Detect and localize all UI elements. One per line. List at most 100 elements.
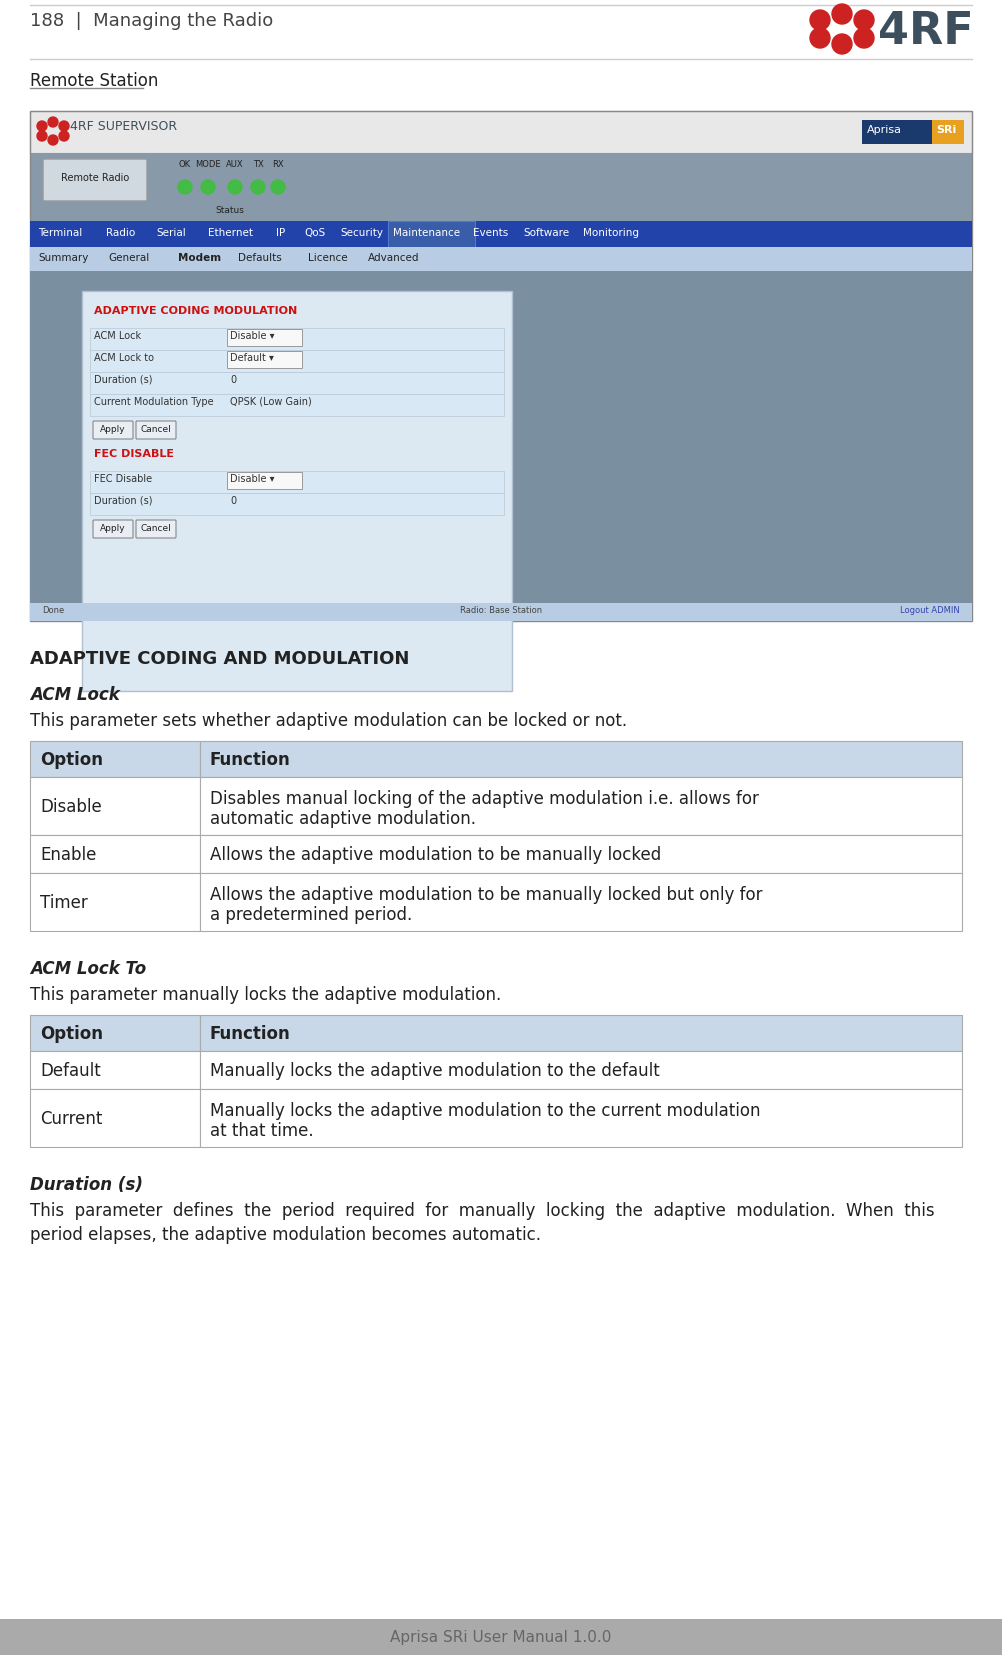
Bar (0, 1619, 1002, 1655)
Text: Duration (s): Duration (s) (94, 374, 152, 384)
Bar (30, 248, 972, 271)
Text: Aprisa: Aprisa (867, 124, 902, 136)
Text: This parameter manually locks the adaptive modulation.: This parameter manually locks the adapti… (30, 985, 501, 1003)
Text: Current: Current (40, 1109, 102, 1127)
Bar (30, 113, 972, 154)
Bar (932, 121, 964, 146)
FancyBboxPatch shape (136, 521, 176, 538)
Text: Disable ▾: Disable ▾ (230, 473, 275, 483)
Text: 4RF SUPERVISOR: 4RF SUPERVISOR (70, 119, 177, 132)
Bar (200, 874, 962, 932)
Bar (30, 778, 200, 836)
Text: General: General (108, 253, 149, 263)
Text: Current Modulation Type: Current Modulation Type (94, 397, 213, 407)
Text: Summary: Summary (38, 253, 88, 263)
Text: Manually locks the adaptive modulation to the default: Manually locks the adaptive modulation t… (210, 1061, 659, 1079)
Circle shape (832, 5, 852, 25)
Text: ADAPTIVE CODING MODULATION: ADAPTIVE CODING MODULATION (94, 306, 298, 316)
Text: RX: RX (273, 161, 284, 169)
Text: Software: Software (523, 228, 569, 238)
Bar (30, 1089, 200, 1147)
Text: ACM Lock to: ACM Lock to (94, 353, 154, 362)
Bar (90, 351, 504, 372)
Bar (30, 604, 972, 622)
Text: Ethernet: Ethernet (208, 228, 253, 238)
Text: Terminal: Terminal (38, 228, 82, 238)
Text: Option: Option (40, 751, 103, 768)
Text: Manually locks the adaptive modulation to the current modulation: Manually locks the adaptive modulation t… (210, 1101, 761, 1119)
Text: IP: IP (276, 228, 286, 238)
Text: Serial: Serial (156, 228, 185, 238)
Text: OK: OK (179, 161, 191, 169)
Text: MODE: MODE (195, 161, 220, 169)
Text: Duration (s): Duration (s) (30, 1175, 143, 1193)
Bar (30, 741, 200, 778)
Bar (30, 154, 972, 222)
Text: ACM Lock To: ACM Lock To (30, 960, 146, 978)
Text: Cancel: Cancel (140, 425, 171, 434)
Text: Timer: Timer (40, 894, 88, 912)
Text: ADAPTIVE CODING AND MODULATION: ADAPTIVE CODING AND MODULATION (30, 650, 410, 667)
Text: Defaults: Defaults (238, 253, 282, 263)
Text: QoS: QoS (304, 228, 326, 238)
Bar (200, 1016, 962, 1051)
Text: Done: Done (42, 606, 64, 614)
Bar (388, 222, 475, 248)
Text: Remote Station: Remote Station (30, 71, 158, 89)
Bar (227, 473, 302, 490)
FancyBboxPatch shape (93, 422, 133, 440)
Bar (200, 778, 962, 836)
Text: Disable: Disable (40, 798, 102, 816)
Text: QPSK (Low Gain): QPSK (Low Gain) (230, 397, 312, 407)
Bar (227, 329, 302, 348)
Bar (90, 396, 504, 417)
Text: This parameter sets whether adaptive modulation can be locked or not.: This parameter sets whether adaptive mod… (30, 712, 627, 730)
Text: Disables manual locking of the adaptive modulation i.e. allows for: Disables manual locking of the adaptive … (210, 789, 759, 808)
Text: automatic adaptive modulation.: automatic adaptive modulation. (210, 809, 476, 828)
Bar (90, 493, 504, 516)
Text: Licence: Licence (308, 253, 348, 263)
Bar (90, 372, 504, 396)
Text: Default: Default (40, 1061, 101, 1079)
Text: Allows the adaptive modulation to be manually locked but only for: Allows the adaptive modulation to be man… (210, 885, 763, 904)
Circle shape (271, 180, 285, 195)
FancyBboxPatch shape (136, 422, 176, 440)
Text: SRi: SRi (936, 124, 956, 136)
Text: period elapses, the adaptive modulation becomes automatic.: period elapses, the adaptive modulation … (30, 1225, 541, 1243)
Circle shape (228, 180, 242, 195)
Circle shape (59, 132, 69, 142)
Circle shape (59, 122, 69, 132)
Circle shape (250, 180, 265, 195)
Circle shape (201, 180, 215, 195)
Circle shape (854, 30, 874, 50)
Text: Function: Function (210, 751, 291, 768)
Bar (862, 121, 932, 146)
Circle shape (48, 118, 58, 127)
Circle shape (854, 12, 874, 31)
Bar (30, 222, 972, 248)
Text: Apply: Apply (100, 523, 126, 533)
Circle shape (178, 180, 192, 195)
Text: Default ▾: Default ▾ (230, 353, 274, 362)
Text: 188  |  Managing the Radio: 188 | Managing the Radio (30, 12, 274, 30)
Bar (30, 113, 972, 622)
Text: Function: Function (210, 1024, 291, 1043)
Bar (200, 1051, 962, 1089)
Text: Remote Radio: Remote Radio (61, 172, 129, 184)
Circle shape (48, 136, 58, 146)
Text: TX: TX (253, 161, 264, 169)
Text: a predetermined period.: a predetermined period. (210, 905, 412, 923)
Text: Duration (s): Duration (s) (94, 496, 152, 506)
Bar (30, 836, 200, 874)
Text: Radio: Base Station: Radio: Base Station (460, 606, 542, 614)
Text: Security: Security (340, 228, 383, 238)
Text: AUX: AUX (226, 161, 243, 169)
Circle shape (810, 12, 830, 31)
Bar (30, 1016, 200, 1051)
FancyBboxPatch shape (43, 161, 147, 202)
Bar (82, 291, 512, 692)
Text: ACM Lock: ACM Lock (94, 331, 141, 341)
FancyBboxPatch shape (93, 521, 133, 538)
Text: Cancel: Cancel (140, 523, 171, 533)
Circle shape (37, 122, 47, 132)
